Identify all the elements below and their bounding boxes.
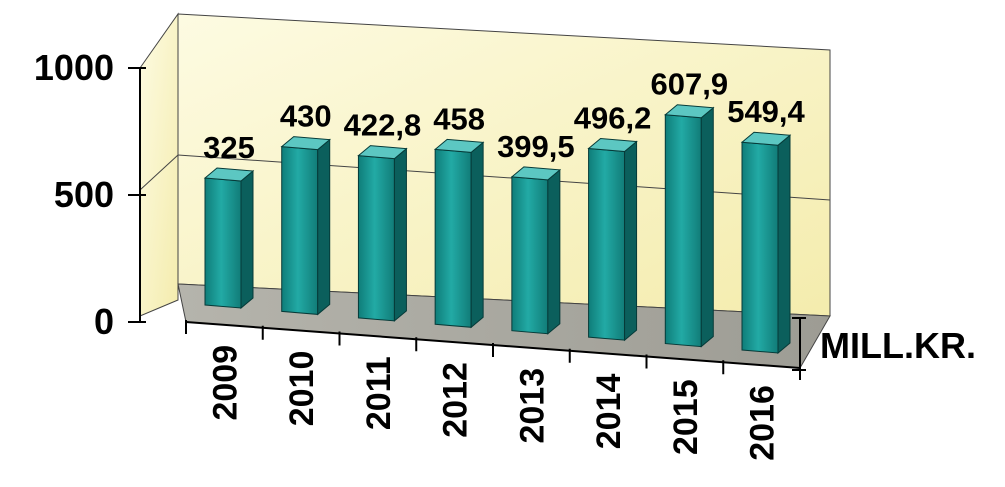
y-tick-label: 500 [54, 174, 114, 215]
bar-side [547, 168, 561, 335]
category-label: 2011 [360, 356, 398, 430]
bar-side [700, 106, 714, 348]
bar-top [664, 104, 715, 119]
category-label: 2016 [744, 385, 782, 461]
bar-side [317, 138, 331, 316]
value-label: 399,5 [497, 129, 575, 164]
bar-top [587, 137, 638, 153]
bar [740, 131, 792, 355]
bar-front [434, 148, 472, 328]
category-label: 2009 [206, 345, 244, 421]
bar-side [240, 169, 254, 310]
value-label: 422,8 [344, 108, 422, 143]
gridline-side [139, 154, 179, 191]
bar-front [588, 147, 626, 341]
y-tick-label: 1000 [34, 47, 114, 88]
category-label: 2014 [590, 374, 628, 450]
category-label: 2015 [667, 379, 705, 455]
unit-label: MILL.KR. [820, 325, 976, 366]
bar-front [511, 176, 549, 335]
bar [510, 166, 562, 335]
bar-top [510, 166, 562, 181]
value-label: 607,9 [650, 67, 728, 102]
value-label: 496,2 [574, 101, 652, 136]
bar-front [357, 155, 395, 322]
back-wall [177, 13, 831, 317]
bar-top [203, 167, 255, 182]
value-label: 325 [203, 130, 255, 165]
bar-side [624, 140, 638, 342]
bar-top [280, 136, 331, 151]
bar [203, 167, 255, 310]
y-tick-label: 0 [94, 301, 114, 342]
bar [357, 145, 408, 322]
bar-front [281, 146, 319, 315]
value-label: 549,4 [727, 94, 805, 129]
bar [587, 137, 638, 342]
bar-front [664, 114, 702, 348]
bar-side [470, 141, 484, 329]
bar-top [433, 138, 485, 153]
bar-side [777, 134, 791, 355]
category-label: 2012 [437, 362, 475, 438]
bar [280, 136, 331, 316]
bar [433, 138, 485, 329]
bar-top [357, 145, 408, 160]
bar-front [741, 141, 779, 354]
bar-side [393, 147, 407, 322]
bar-front [204, 177, 242, 309]
value-label: 458 [433, 101, 485, 136]
category-label: 2013 [513, 368, 551, 444]
bar [664, 104, 715, 348]
bar-top [740, 131, 792, 146]
side-wall [139, 12, 179, 317]
value-label: 430 [280, 99, 332, 134]
category-label: 2010 [283, 351, 321, 427]
